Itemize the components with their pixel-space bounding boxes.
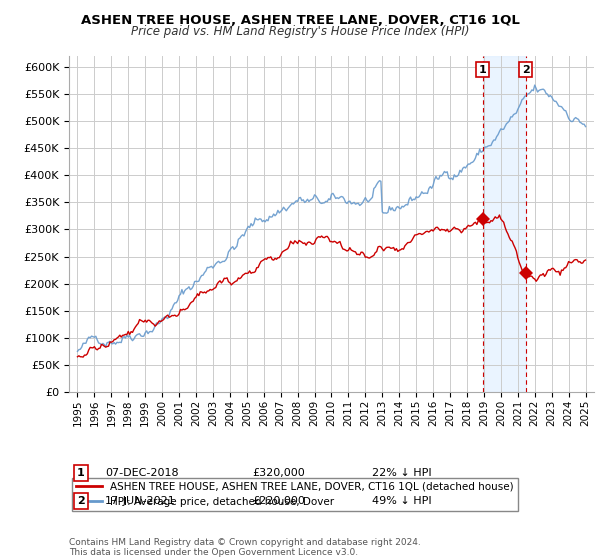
Text: Contains HM Land Registry data © Crown copyright and database right 2024.
This d: Contains HM Land Registry data © Crown c… [69, 538, 421, 557]
Text: 1: 1 [77, 468, 85, 478]
Text: 2: 2 [522, 64, 529, 74]
Text: 22% ↓ HPI: 22% ↓ HPI [372, 468, 431, 478]
Text: 49% ↓ HPI: 49% ↓ HPI [372, 496, 431, 506]
Text: £220,000: £220,000 [252, 496, 305, 506]
Text: 1: 1 [479, 64, 487, 74]
Legend: ASHEN TREE HOUSE, ASHEN TREE LANE, DOVER, CT16 1QL (detached house), HPI: Averag: ASHEN TREE HOUSE, ASHEN TREE LANE, DOVER… [71, 478, 518, 511]
Text: 2: 2 [77, 496, 85, 506]
Text: 07-DEC-2018: 07-DEC-2018 [105, 468, 179, 478]
Text: ASHEN TREE HOUSE, ASHEN TREE LANE, DOVER, CT16 1QL: ASHEN TREE HOUSE, ASHEN TREE LANE, DOVER… [80, 14, 520, 27]
Text: Price paid vs. HM Land Registry's House Price Index (HPI): Price paid vs. HM Land Registry's House … [131, 25, 469, 38]
Text: 17-JUN-2021: 17-JUN-2021 [105, 496, 176, 506]
Text: £320,000: £320,000 [252, 468, 305, 478]
Bar [482, 56, 526, 392]
